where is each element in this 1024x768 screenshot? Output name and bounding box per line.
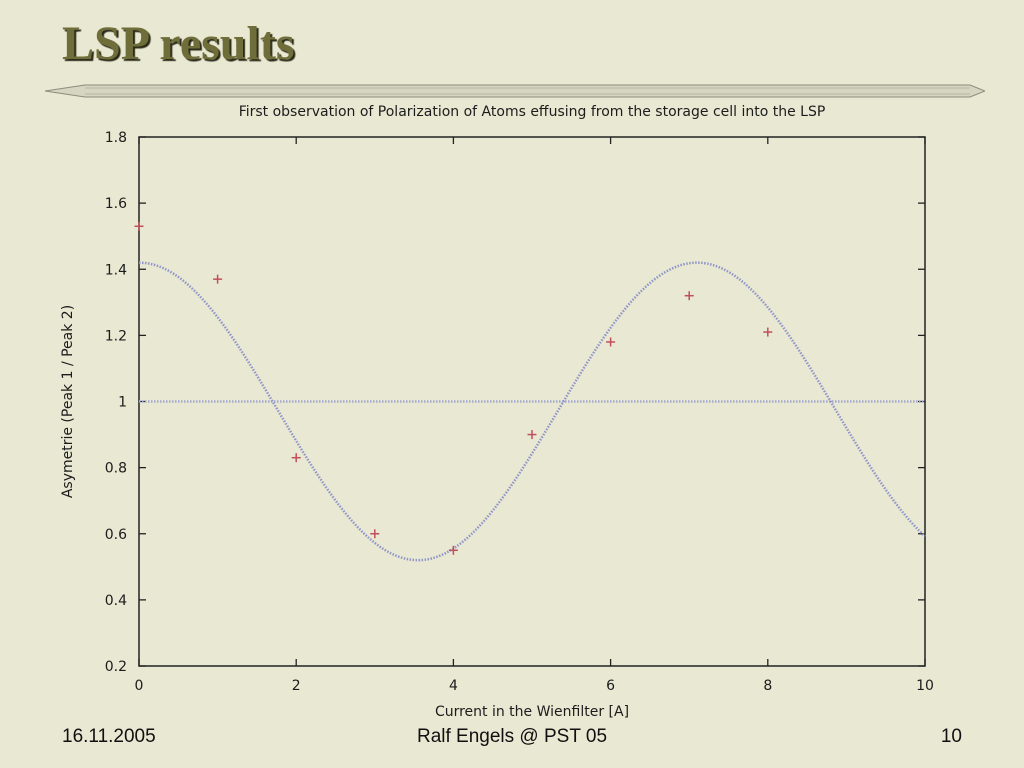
slide-number: 10	[940, 726, 962, 747]
y-tick-labels: 0.2 0.4 0.6 0.8 1 1.2 1.4 1.6 1.8	[105, 130, 127, 675]
x-tick-label: 10	[916, 678, 934, 694]
data-points	[134, 221, 773, 555]
data-point	[684, 291, 694, 301]
y-tick-label: 0.2	[105, 659, 127, 675]
y-tick-label: 1.2	[105, 328, 127, 344]
footer-date: 16.11.2005	[62, 726, 156, 747]
x-tick-label: 0	[135, 678, 144, 694]
slide-title: LSP results	[62, 17, 295, 70]
footer-author: Ralf Engels @ PST 05	[416, 726, 608, 747]
x-axis-title: Current in the Wienfilter [A]	[435, 704, 629, 720]
x-tick-label: 2	[292, 678, 301, 694]
y-tick-label: 0.8	[105, 461, 127, 477]
y-tick-label: 1	[118, 395, 127, 411]
data-point	[213, 274, 223, 284]
x-tick-label: 6	[606, 678, 615, 694]
data-point	[448, 545, 458, 555]
x-tick-label: 8	[763, 678, 772, 694]
chart-title: First observation of Polarization of Ato…	[239, 104, 826, 120]
y-tick-label: 0.6	[105, 527, 127, 543]
data-point	[763, 327, 773, 337]
data-point	[134, 221, 144, 231]
y-axis-title: Asymetrie (Peak 1 / Peak 2)	[60, 305, 76, 498]
x-tick-labels: 0 2 4 6 8 10	[135, 678, 934, 694]
y-tick-label: 1.8	[105, 130, 127, 146]
data-point	[370, 529, 380, 539]
y-tick-label: 1.6	[105, 196, 127, 212]
x-tick-label: 4	[449, 678, 458, 694]
y-tick-label: 0.4	[105, 593, 127, 609]
data-point	[291, 453, 301, 463]
fit-curve	[138, 261, 926, 562]
asymmetry-chart: First observation of Polarization of Ato…	[60, 104, 934, 720]
y-tick-label: 1.4	[105, 262, 127, 278]
title-divider	[45, 84, 985, 98]
data-point	[527, 430, 537, 440]
data-point	[606, 337, 616, 347]
